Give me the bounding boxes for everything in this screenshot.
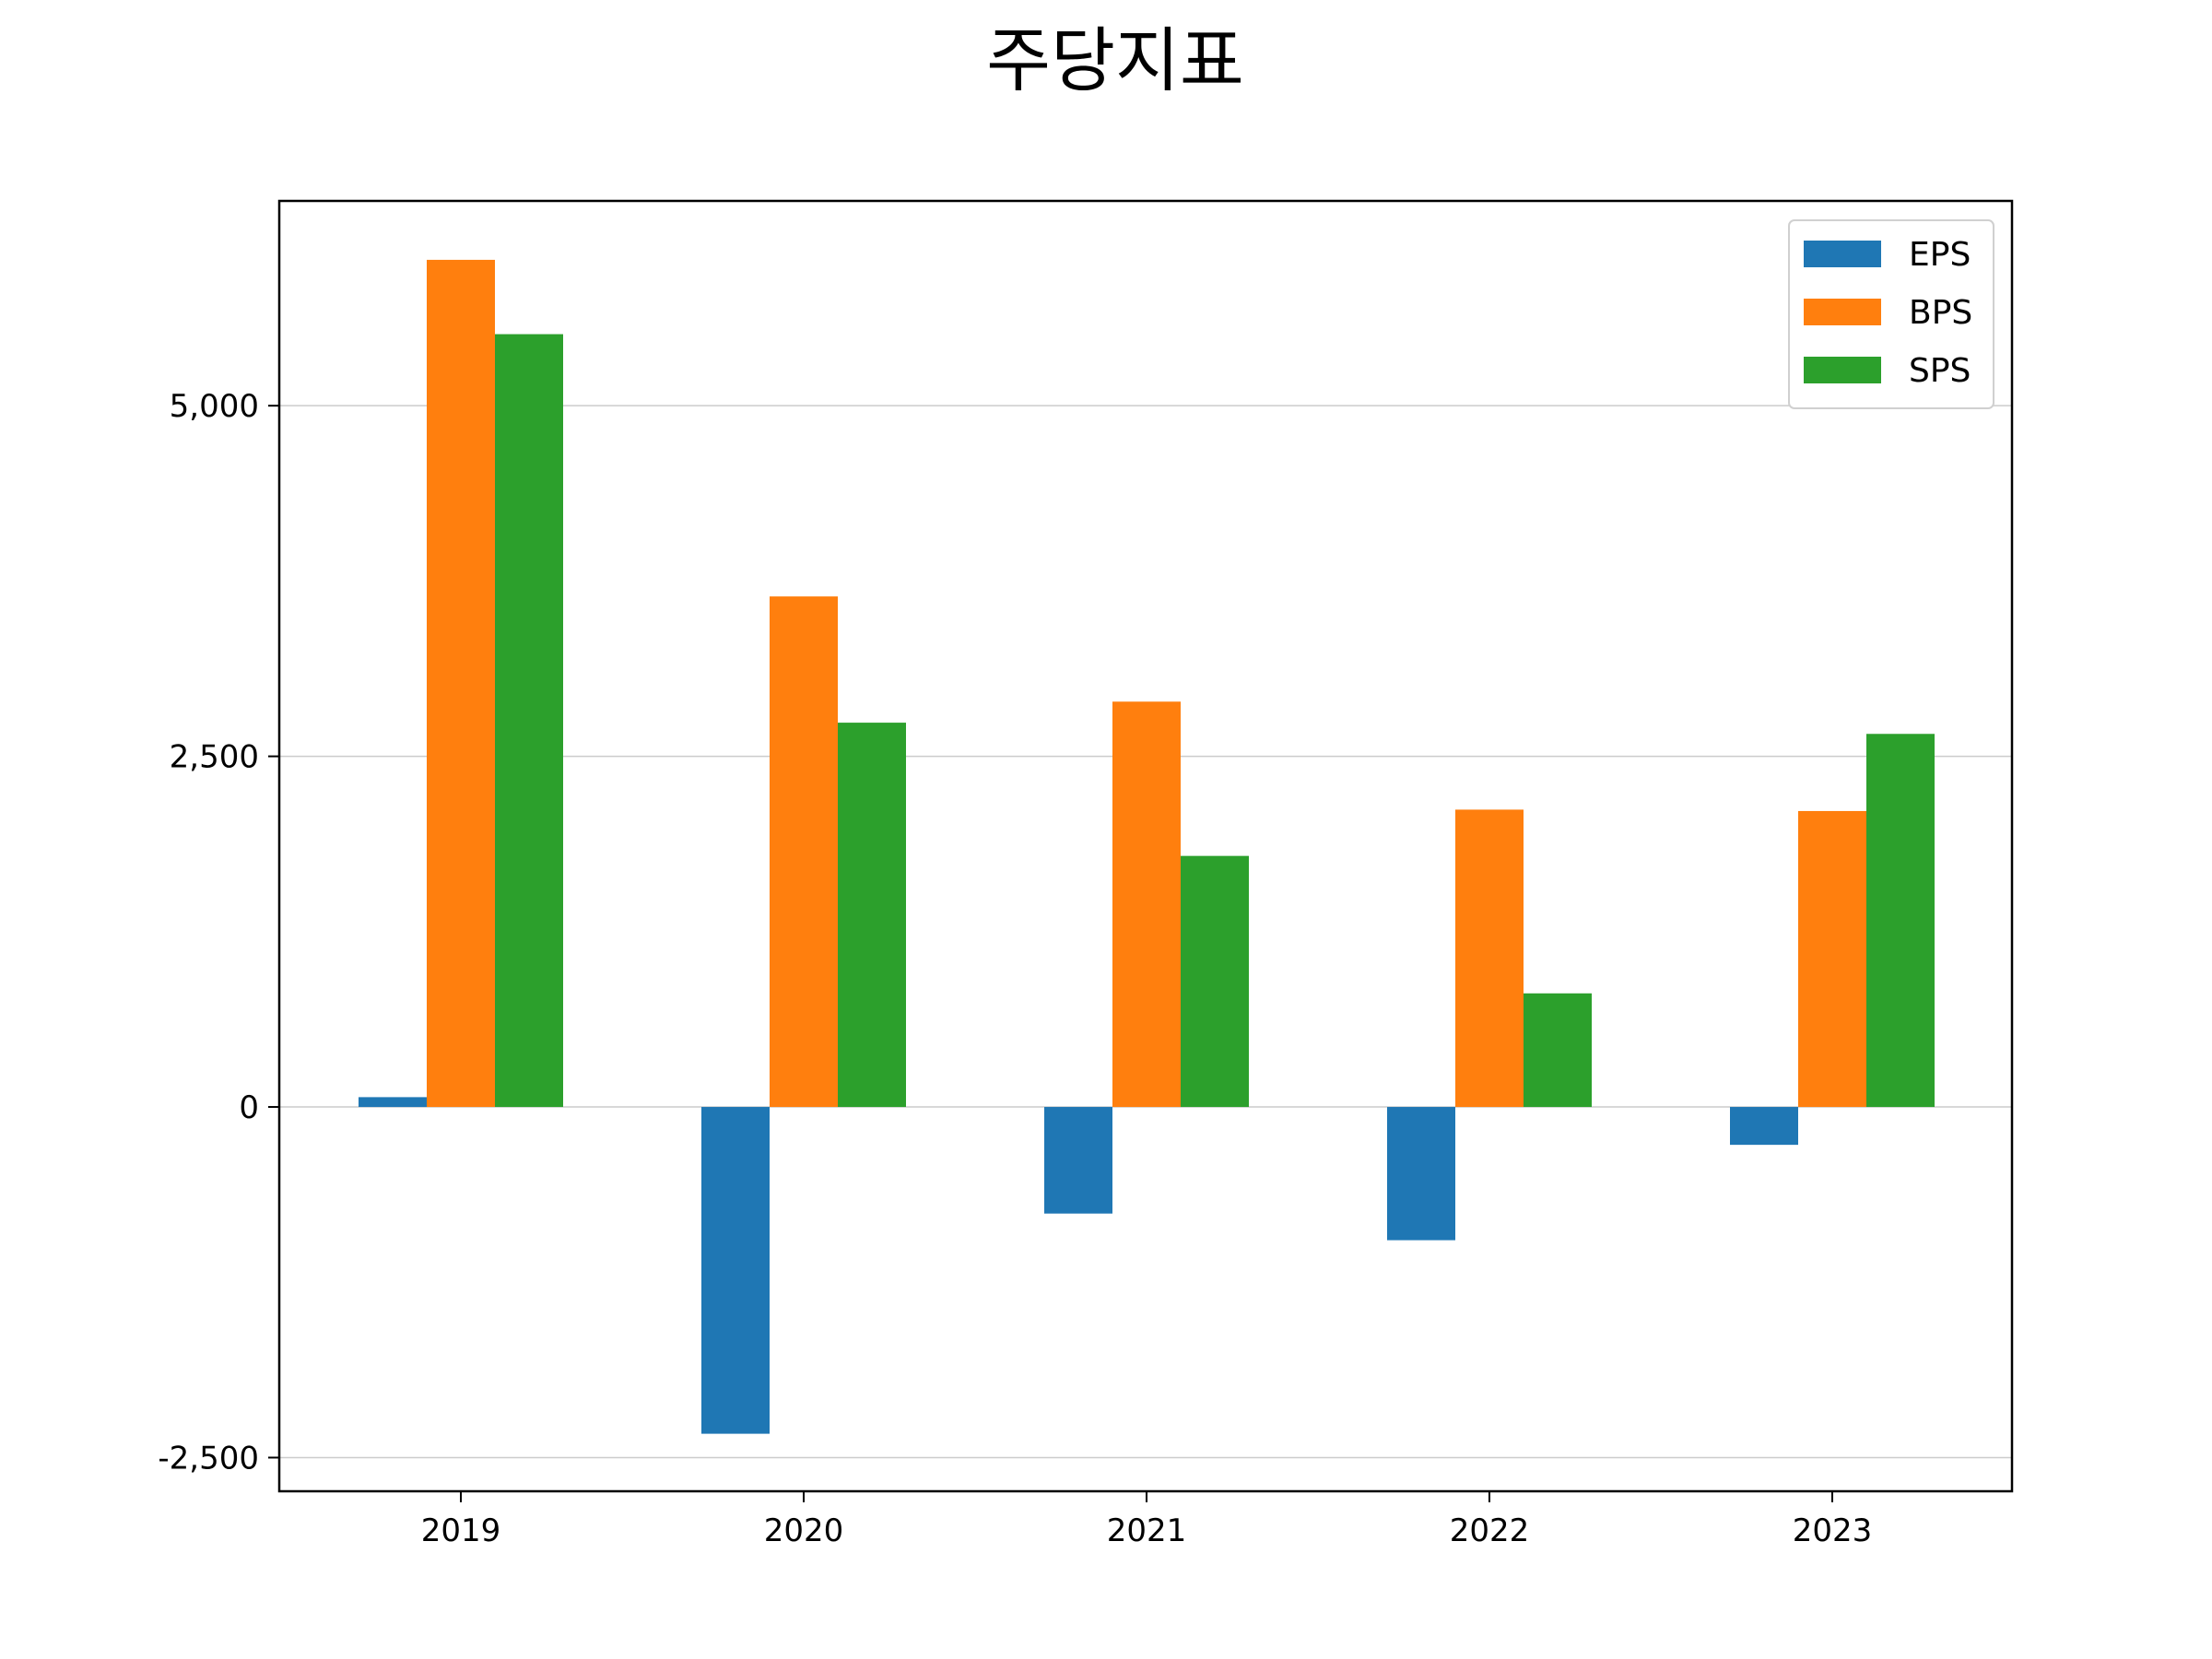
y-tick-label: 2,500	[170, 739, 259, 776]
bar-sps-2019	[495, 334, 563, 1108]
legend-swatch-eps	[1804, 241, 1881, 267]
bar-bps-2021	[1112, 701, 1181, 1108]
legend-label-bps: BPS	[1909, 294, 1972, 332]
bars	[359, 259, 1935, 1434]
bar-bps-2020	[770, 596, 838, 1108]
y-tick-label: 5,000	[170, 388, 259, 425]
chart-title: 주당지표	[986, 19, 1244, 101]
y-tick-label: -2,500	[158, 1440, 259, 1477]
y-axis: -2,500 0 2,500 5,000	[158, 388, 279, 1477]
bar-eps-2023	[1730, 1107, 1798, 1146]
legend-swatch-bps	[1804, 299, 1881, 325]
legend-label-eps: EPS	[1909, 236, 1971, 274]
bar-eps-2021	[1044, 1107, 1112, 1214]
x-tick-label: 2022	[1450, 1512, 1530, 1549]
bar-eps-2020	[701, 1107, 770, 1434]
y-tick-label: 0	[239, 1089, 259, 1126]
bar-eps-2019	[359, 1097, 427, 1108]
legend: EPS BPS SPS	[1788, 219, 1994, 409]
bar-bps-2023	[1798, 810, 1866, 1108]
legend-swatch-sps	[1804, 357, 1881, 383]
bar-eps-2022	[1387, 1107, 1455, 1241]
x-tick-label: 2019	[421, 1512, 501, 1549]
legend-label-sps: SPS	[1909, 352, 1971, 390]
bar-sps-2022	[1524, 993, 1592, 1108]
x-tick-label: 2020	[764, 1512, 844, 1549]
x-tick-label: 2023	[1793, 1512, 1873, 1549]
bar-bps-2019	[427, 259, 495, 1108]
bar-sps-2021	[1181, 855, 1249, 1108]
x-tick-label: 2021	[1107, 1512, 1187, 1549]
bar-sps-2020	[838, 723, 906, 1108]
bar-sps-2023	[1866, 734, 1935, 1108]
bar-bps-2022	[1455, 809, 1524, 1108]
x-axis: 2019 2020 2021 2022 2023	[421, 1491, 1873, 1549]
